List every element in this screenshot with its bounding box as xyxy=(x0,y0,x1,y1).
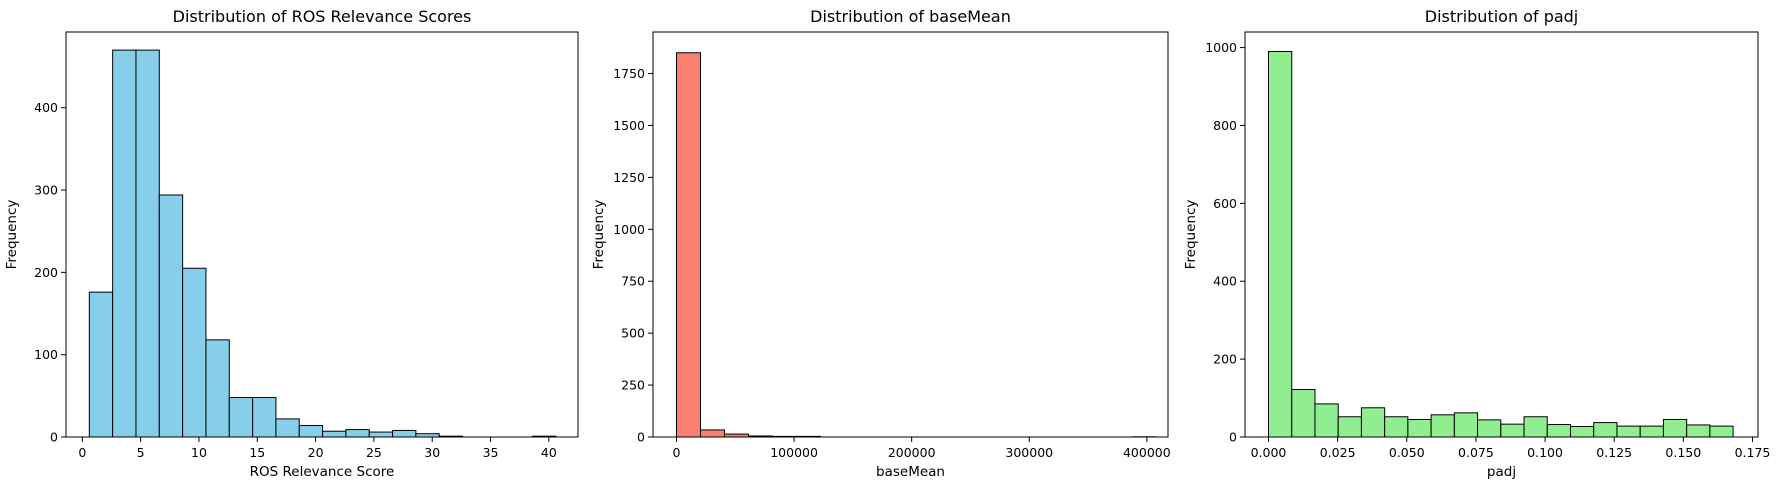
histogram-bar xyxy=(88,291,114,438)
x-tick-label: 0 xyxy=(78,445,86,460)
histogram-bars xyxy=(676,52,1157,438)
y-tick-label: 250 xyxy=(621,378,645,393)
chart-panel-1: 0 5 10 15 20 25 30 35 400100200300400Distributio… xyxy=(4,7,579,480)
x-tick-label: 0.175 xyxy=(1735,445,1771,460)
y-axis-label: Frequency xyxy=(1183,200,1199,270)
x-axis-label: padj xyxy=(1487,464,1516,480)
y-tick-label: 200 xyxy=(34,265,58,280)
chart-title: Distribution of padj xyxy=(1425,7,1579,26)
y-tick-label: 100 xyxy=(34,347,58,362)
histogram-bar xyxy=(1709,425,1734,438)
y-tick-label: 400 xyxy=(34,100,58,115)
x-tick-label: 15 xyxy=(249,445,265,460)
x-tick-label: 0.100 xyxy=(1527,445,1563,460)
histogram-bar xyxy=(1662,418,1688,438)
y-tick-label: 200 xyxy=(1213,352,1237,367)
y-tick-label: 750 xyxy=(621,274,645,289)
histogram-bar xyxy=(158,194,184,438)
chart-title: Distribution of ROS Relevance Scores xyxy=(173,7,472,26)
x-tick-label: 5 xyxy=(137,445,145,460)
histogram-bars xyxy=(1268,50,1734,438)
histogram-bar xyxy=(392,429,417,438)
x-tick-label: 0.000 xyxy=(1251,445,1287,460)
histogram-bar xyxy=(1268,50,1293,438)
histogram-bar xyxy=(368,431,394,438)
chart-panel-2: 0 100000 200000 300000 400000 0 250 500 750 1000 1… xyxy=(591,7,1171,480)
y-axis-label: Frequency xyxy=(4,200,20,270)
x-tick-label: 0.150 xyxy=(1665,445,1701,460)
histogram-bar xyxy=(1593,422,1618,438)
y-tick-label: 1250 xyxy=(613,170,645,185)
histogram-bar xyxy=(1360,407,1386,438)
histogram-bar xyxy=(182,267,207,438)
histogram-bars xyxy=(88,49,557,438)
x-tick-label: 200000 xyxy=(888,445,936,460)
histogram-bar xyxy=(676,52,702,438)
histogram-bar xyxy=(1477,419,1502,438)
histogram-bar xyxy=(1384,416,1409,438)
histogram-bar xyxy=(1639,425,1664,438)
x-tick-label: 0.050 xyxy=(1389,445,1425,460)
histogram-bar xyxy=(112,49,137,438)
histogram-bar xyxy=(1337,416,1362,438)
histogram-bar xyxy=(298,424,324,438)
x-axis-label: ROS Relevance Score xyxy=(250,464,395,480)
x-tick-label: 0.125 xyxy=(1596,445,1632,460)
histogram-bar xyxy=(1546,424,1571,438)
x-tick-label: 0.075 xyxy=(1458,445,1494,460)
histogram-bar xyxy=(1291,388,1316,438)
histogram-bar xyxy=(205,339,230,438)
chart-panel-3: 0.000 0.025 0.050 0.075 0.100 0.125 0.150 0.175… xyxy=(1183,7,1770,480)
histogram-bar xyxy=(322,430,347,438)
x-tick-label: 35 xyxy=(483,445,499,460)
x-tick-label: 0.025 xyxy=(1320,445,1356,460)
histogram-bar xyxy=(135,49,160,438)
plot-frame xyxy=(65,31,579,438)
x-tick-label: 20 xyxy=(308,445,324,460)
y-tick-label: 0 xyxy=(1229,430,1237,445)
x-tick-label: 40 xyxy=(541,445,557,460)
histogram-bar xyxy=(228,396,254,438)
y-tick-label: 1000 xyxy=(613,222,645,237)
histogram-bar xyxy=(1500,423,1525,438)
y-tick-label: 1000 xyxy=(1205,40,1237,55)
histogram-bar xyxy=(1430,414,1455,438)
chart-title: Distribution of baseMean xyxy=(810,7,1011,26)
x-tick-label: 25 xyxy=(366,445,382,460)
y-tick-label: 800 xyxy=(1213,118,1237,133)
plot-frame xyxy=(652,31,1169,438)
histogram-bar xyxy=(700,429,725,438)
y-tick-label: 400 xyxy=(1213,274,1237,289)
histogram-bar xyxy=(1569,425,1595,438)
x-tick-label: 300000 xyxy=(1005,445,1053,460)
histogram-bar xyxy=(1453,412,1479,438)
y-tick-label: 0 xyxy=(637,430,645,445)
y-tick-label: 300 xyxy=(34,183,58,198)
histogram-bar xyxy=(345,429,370,438)
x-tick-label: 100000 xyxy=(770,445,818,460)
histogram-bar xyxy=(1314,403,1339,438)
y-tick-label: 0 xyxy=(50,430,58,445)
y-tick-label: 600 xyxy=(1213,196,1237,211)
histogram-bar xyxy=(1686,424,1711,438)
histogram-bar xyxy=(252,396,277,438)
y-tick-label: 1750 xyxy=(613,66,645,81)
x-tick-label: 10 xyxy=(191,445,207,460)
histogram-bar xyxy=(1523,416,1548,438)
x-tick-label: 30 xyxy=(424,445,440,460)
plot-frame xyxy=(1244,31,1759,438)
histogram-bar xyxy=(275,418,300,438)
x-axis-label: baseMean xyxy=(876,464,945,480)
y-tick-label: 500 xyxy=(621,326,645,341)
y-tick-label: 1500 xyxy=(613,118,645,133)
histogram-bar xyxy=(1616,425,1641,438)
histogram-bar xyxy=(1407,418,1432,438)
y-axis-label: Frequency xyxy=(591,200,607,270)
x-tick-label: 0 xyxy=(673,445,681,460)
x-tick-label: 400000 xyxy=(1123,445,1171,460)
